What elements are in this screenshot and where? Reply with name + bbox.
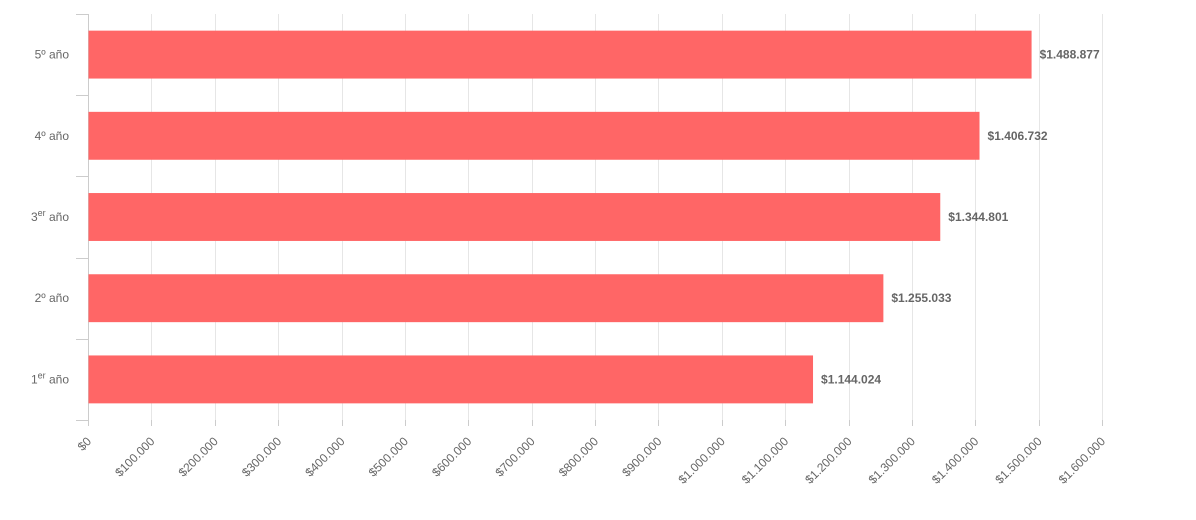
x-tick-label-3: $300.000	[239, 434, 285, 480]
y-tick-label-main: 4º año	[35, 129, 70, 143]
x-tick-label-11: $1.100.000	[739, 434, 792, 487]
data-label-3: $1.344.801	[948, 210, 1008, 224]
bar-1	[88, 355, 814, 404]
y-tick-label-3: 3er año	[31, 208, 69, 224]
data-label-4: $1.406.732	[988, 129, 1048, 143]
y-tick-label-sup: er	[38, 208, 46, 218]
x-tick-label-14: $1.400.000	[929, 434, 982, 487]
x-tick-label-10: $1.000.000	[676, 434, 729, 487]
x-tick-label-15: $1.500.000	[992, 434, 1045, 487]
data-label-2: $1.255.033	[891, 291, 951, 305]
x-tick-label-5: $500.000	[366, 434, 412, 480]
y-tick-label-1: 1er año	[31, 370, 69, 386]
x-tick-label-13: $1.300.000	[866, 434, 919, 487]
x-tick-label-2: $200.000	[176, 434, 222, 480]
y-tick-label-main: 2º año	[35, 291, 70, 305]
x-tick-label-0: $0	[75, 434, 95, 454]
y-tick-label-main: 5º año	[35, 48, 70, 62]
y-tick-label-main: 3	[31, 210, 38, 224]
x-tick-label-12: $1.200.000	[802, 434, 855, 487]
x-tick-label-8: $800.000	[556, 434, 602, 480]
x-tick-label-1: $100.000	[112, 434, 158, 480]
bar-3	[88, 193, 941, 241]
x-tick-label-7: $700.000	[492, 434, 538, 480]
bar-4	[88, 111, 980, 160]
data-label-5: $1.488.877	[1040, 48, 1100, 62]
bar-5	[88, 30, 1032, 79]
y-tick-label-5: 5º año	[35, 48, 70, 62]
x-tick-label-6: $600.000	[429, 434, 475, 480]
x-tick-label-4: $400.000	[302, 434, 348, 480]
y-tick-label-sup: er	[38, 370, 46, 380]
x-tick-label-9: $900.000	[619, 434, 665, 480]
bar-2	[88, 274, 884, 323]
y-tick-label-main: 1	[31, 372, 38, 386]
y-tick-label-rest: año	[46, 372, 70, 386]
data-label-1: $1.144.024	[821, 372, 881, 386]
y-tick-label-4: 4º año	[35, 129, 70, 143]
y-tick-label-rest: año	[46, 210, 70, 224]
y-tick-label-2: 2º año	[35, 291, 70, 305]
x-tick-label-16: $1.600.000	[1056, 434, 1109, 487]
